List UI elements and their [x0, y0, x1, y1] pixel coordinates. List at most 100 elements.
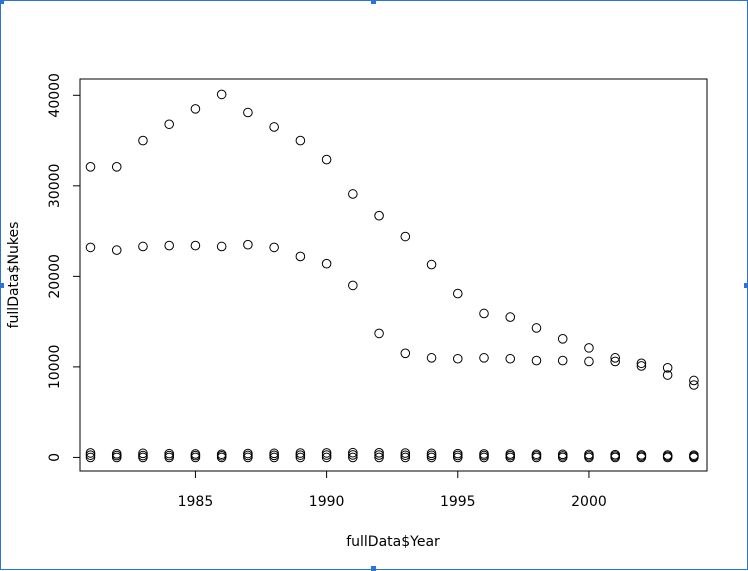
- data-point: [269, 122, 279, 132]
- data-point: [610, 356, 620, 367]
- data-point: [531, 323, 542, 333]
- data-point: [636, 361, 647, 371]
- resize-handle-bottom-middle[interactable]: [371, 566, 376, 571]
- data-point: [531, 452, 542, 463]
- data-point: [374, 210, 384, 221]
- data-point: [295, 135, 306, 146]
- x-tick-label: 1995: [440, 494, 476, 510]
- data-point: [426, 450, 437, 461]
- data-point: [348, 450, 358, 460]
- data-point: [321, 258, 332, 269]
- y-tick-label: 30000: [47, 164, 63, 209]
- resize-handle-top-left[interactable]: [0, 0, 4, 4]
- data-point: [400, 448, 411, 458]
- resize-handle-left-middle[interactable]: [0, 283, 4, 288]
- data-point: [400, 231, 411, 242]
- data-point: [164, 240, 174, 251]
- data-point: [374, 450, 384, 460]
- y-axis: 0 10000 20000 30000 40000: [47, 73, 81, 462]
- plot-box: [79, 78, 708, 472]
- x-tick-label: 2000: [571, 494, 607, 510]
- data-point: [243, 450, 253, 461]
- data-point: [111, 245, 122, 255]
- data-point: [190, 452, 201, 463]
- data-point: [111, 162, 122, 172]
- y-tick-label: 40000: [47, 73, 63, 118]
- data-point: [216, 89, 227, 100]
- data-point: [348, 447, 358, 458]
- data-point: [85, 452, 96, 463]
- data-point: [636, 452, 647, 463]
- data-point: [557, 355, 568, 366]
- resize-handle-right-middle[interactable]: [744, 283, 748, 288]
- data-point: [111, 452, 122, 463]
- data-point: [190, 240, 201, 251]
- data-point: [505, 312, 516, 322]
- data-point: [138, 241, 148, 252]
- data-point: [321, 450, 332, 460]
- data-point: [452, 450, 463, 461]
- data-point: [138, 135, 148, 146]
- data-point: [400, 450, 411, 461]
- data-point: [164, 452, 174, 463]
- data-point: [374, 452, 384, 463]
- data-point: [243, 239, 253, 250]
- x-axis: 1985 1990 1995 2000: [178, 470, 607, 510]
- data-point: [557, 334, 568, 344]
- data-point: [85, 242, 96, 253]
- data-point: [243, 452, 253, 463]
- data-point: [321, 448, 332, 458]
- data-point: [452, 288, 463, 299]
- data-point: [689, 375, 699, 386]
- data-point: [426, 353, 437, 363]
- data-point: [505, 353, 516, 364]
- data-point: [374, 448, 384, 458]
- data-point: [138, 448, 148, 459]
- data-point: [426, 452, 437, 463]
- data-point: [243, 107, 253, 118]
- data-point: [479, 353, 489, 363]
- data-point: [479, 452, 489, 463]
- data-point: [269, 450, 279, 461]
- data-point: [321, 154, 332, 165]
- data-point: [295, 450, 306, 460]
- resize-handle-top-middle[interactable]: [371, 0, 376, 4]
- data-point: [138, 450, 148, 461]
- data-point: [164, 450, 174, 461]
- data-point: [295, 251, 306, 262]
- data-point: [85, 448, 96, 458]
- data-point: [505, 452, 516, 463]
- y-tick-label: 10000: [47, 345, 63, 390]
- data-point: [111, 450, 122, 461]
- data-point: [689, 380, 699, 390]
- data-point: [426, 259, 437, 270]
- data-point: [85, 450, 96, 460]
- data-point: [689, 452, 699, 463]
- data-point: [452, 452, 463, 463]
- data-point: [348, 452, 358, 463]
- data-point: [531, 355, 542, 366]
- data-point: [479, 308, 489, 319]
- data-point: [452, 353, 463, 364]
- y-tick-label: 0: [47, 453, 63, 462]
- y-tick-label: 20000: [47, 254, 63, 299]
- data-point: [269, 242, 279, 253]
- data-point: [190, 104, 201, 114]
- data-point: [662, 452, 673, 463]
- x-axis-label: fullData$Year: [346, 534, 440, 550]
- data-point: [610, 452, 620, 463]
- data-point: [584, 356, 594, 367]
- data-point: [138, 452, 148, 463]
- data-point: [295, 452, 306, 463]
- data-point: [269, 452, 279, 463]
- data-point: [216, 241, 227, 252]
- data-point: [321, 452, 332, 463]
- data-point: [610, 353, 620, 363]
- data-point: [584, 452, 594, 463]
- data-point: [400, 452, 411, 463]
- data-point: [400, 348, 411, 359]
- y-axis-label: fullData$Nukes: [6, 222, 22, 329]
- data-point: [348, 280, 358, 291]
- data-point: [348, 189, 358, 199]
